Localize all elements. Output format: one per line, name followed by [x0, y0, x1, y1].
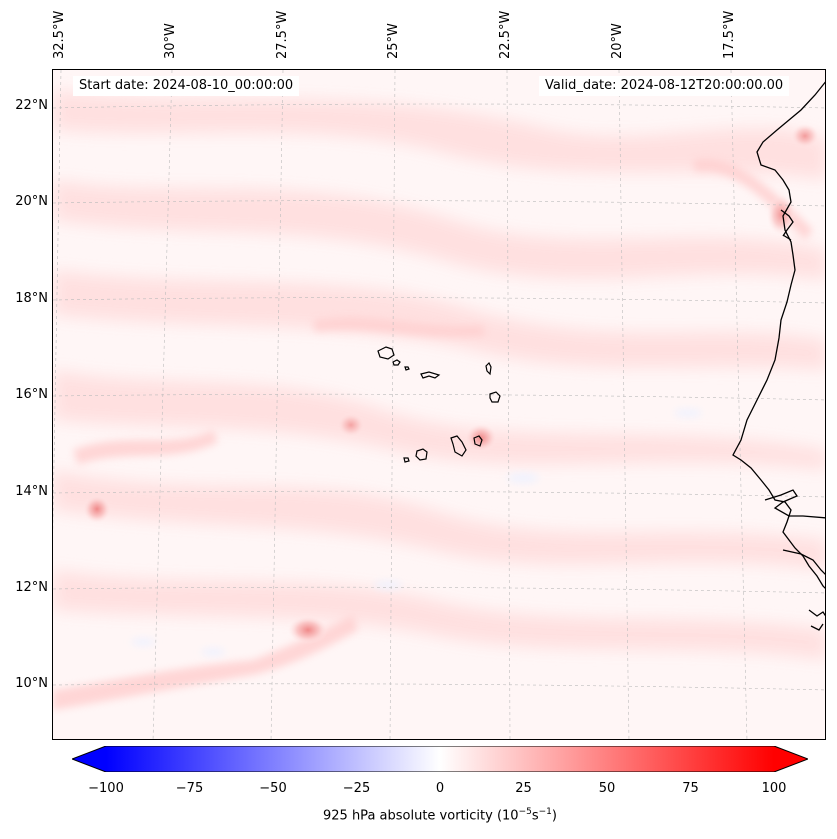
lon-label-25w: 25°W — [386, 23, 401, 59]
colorbar-body — [106, 746, 774, 772]
vorticity-max-northeast — [791, 124, 819, 148]
island-maio — [473, 435, 483, 447]
lat-label-22n: 22°N — [15, 98, 48, 113]
island-boa-vista — [489, 391, 501, 403]
vorticity-max-center — [337, 413, 365, 437]
lon-label-20w: 20°W — [610, 23, 625, 59]
start-date-label: Start date: 2024-08-10_00:00:00 — [73, 76, 300, 96]
colorbar — [72, 746, 808, 772]
lat-label-14n: 14°N — [15, 484, 48, 499]
lat-label-20n: 20°N — [15, 194, 48, 209]
island-santo-antao — [377, 346, 395, 360]
lon-label-17-5w: 17.5°W — [722, 10, 737, 59]
colorbar-title: 925 hPa absolute vorticity (10−5s−1) — [323, 807, 557, 824]
negative-vorticity-patches — [131, 409, 702, 656]
vorticity-map — [52, 69, 826, 740]
colorbar-tick-100: 100 — [761, 781, 787, 796]
colorbar-tick-25: 25 — [515, 781, 532, 796]
vorticity-max-south — [288, 616, 328, 644]
vorticity-bands — [53, 158, 813, 710]
lat-label-10n: 10°N — [15, 676, 48, 691]
colorbar-tick-neg25: −25 — [342, 781, 371, 796]
valid-date-label: Valid_date: 2024-08-12T20:00:00.00 — [539, 76, 790, 96]
island-sao-nicolau — [420, 371, 441, 379]
lon-label-30w: 30°W — [163, 23, 178, 59]
coastline-detail-gambia — [764, 489, 825, 519]
colorbar-extend-min — [72, 746, 106, 772]
gridlines — [53, 70, 825, 739]
colorbar-extend-max — [774, 746, 808, 772]
colorbar-tick-neg100: −100 — [88, 781, 124, 796]
island-sao-vicente — [392, 359, 401, 366]
lat-label-18n: 18°N — [15, 291, 48, 306]
vorticity-streaks — [53, 90, 825, 660]
lon-label-27-5w: 27.5°W — [275, 10, 290, 59]
island-brava — [403, 457, 410, 463]
coastline-detail-guinea-bissau — [782, 549, 825, 631]
island-santiago — [450, 435, 467, 457]
colorbar-tick-neg75: −75 — [175, 781, 204, 796]
colorbar-tick-50: 50 — [598, 781, 616, 796]
lat-label-12n: 12°N — [15, 580, 48, 595]
island-sal — [485, 361, 492, 376]
vorticity-max-west — [83, 495, 111, 523]
cape-verde-islands — [377, 346, 501, 463]
colorbar-tick-0: 0 — [435, 781, 445, 796]
island-fogo — [415, 448, 428, 461]
lon-label-22-5w: 22.5°W — [498, 10, 513, 59]
lon-label-32-5w: 32.5°W — [52, 10, 67, 59]
colorbar-tick-neg50: −50 — [259, 781, 287, 796]
african-coastline — [732, 81, 825, 589]
island-santa-luzia — [404, 366, 410, 371]
vorticity-field — [53, 70, 825, 739]
lat-label-16n: 16°N — [15, 387, 48, 402]
colorbar-tick-75: 75 — [682, 781, 699, 796]
coastline-detail-banc-arguin — [780, 209, 794, 241]
